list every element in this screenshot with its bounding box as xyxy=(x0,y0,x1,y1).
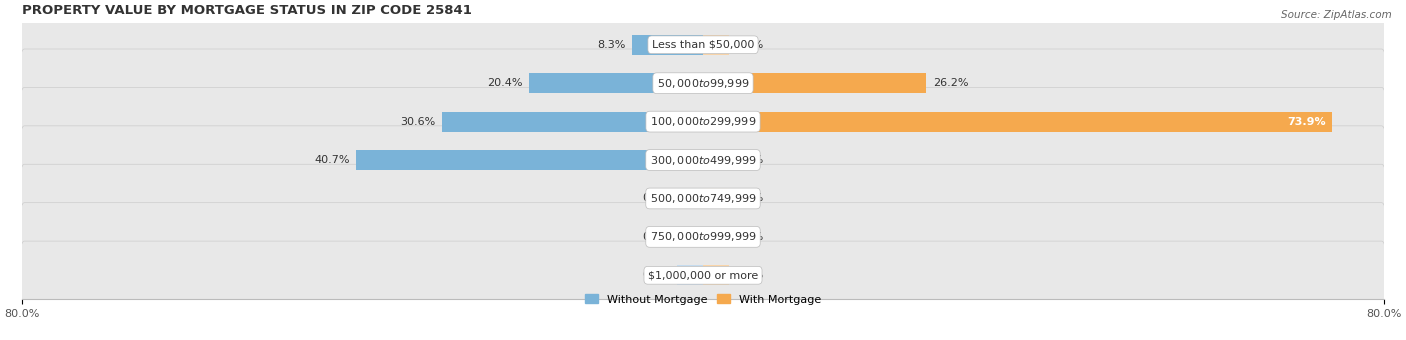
FancyBboxPatch shape xyxy=(20,49,1386,117)
Bar xyxy=(678,188,703,208)
Text: 20.4%: 20.4% xyxy=(486,78,523,88)
FancyBboxPatch shape xyxy=(20,241,1386,309)
Bar xyxy=(703,265,728,285)
Legend: Without Mortgage, With Mortgage: Without Mortgage, With Mortgage xyxy=(585,294,821,305)
Text: $50,000 to $99,999: $50,000 to $99,999 xyxy=(657,77,749,90)
FancyBboxPatch shape xyxy=(20,11,1386,79)
Text: 0.0%: 0.0% xyxy=(643,270,671,280)
Bar xyxy=(703,73,927,93)
Text: 40.7%: 40.7% xyxy=(314,155,350,165)
Bar xyxy=(678,227,703,247)
Bar xyxy=(529,73,703,93)
Text: 26.2%: 26.2% xyxy=(934,78,969,88)
FancyBboxPatch shape xyxy=(20,87,1386,156)
Text: 0.0%: 0.0% xyxy=(735,193,763,203)
Bar xyxy=(703,227,728,247)
Text: 0.0%: 0.0% xyxy=(735,40,763,50)
Text: $100,000 to $299,999: $100,000 to $299,999 xyxy=(650,115,756,128)
Bar xyxy=(703,188,728,208)
FancyBboxPatch shape xyxy=(20,164,1386,233)
Text: 73.9%: 73.9% xyxy=(1286,117,1326,126)
Text: $1,000,000 or more: $1,000,000 or more xyxy=(648,270,758,280)
Text: PROPERTY VALUE BY MORTGAGE STATUS IN ZIP CODE 25841: PROPERTY VALUE BY MORTGAGE STATUS IN ZIP… xyxy=(22,4,472,17)
Bar xyxy=(357,150,703,170)
Bar xyxy=(678,265,703,285)
Text: 0.0%: 0.0% xyxy=(735,232,763,242)
Bar xyxy=(703,150,728,170)
Bar xyxy=(633,35,703,55)
Text: $750,000 to $999,999: $750,000 to $999,999 xyxy=(650,231,756,243)
Text: $500,000 to $749,999: $500,000 to $749,999 xyxy=(650,192,756,205)
Text: 8.3%: 8.3% xyxy=(598,40,626,50)
Text: 0.0%: 0.0% xyxy=(735,155,763,165)
Text: 30.6%: 30.6% xyxy=(401,117,436,126)
FancyBboxPatch shape xyxy=(20,203,1386,271)
Text: 0.0%: 0.0% xyxy=(735,270,763,280)
Bar xyxy=(703,112,1333,132)
Text: 0.0%: 0.0% xyxy=(643,232,671,242)
Bar xyxy=(703,35,728,55)
Bar xyxy=(443,112,703,132)
Text: $300,000 to $499,999: $300,000 to $499,999 xyxy=(650,154,756,167)
FancyBboxPatch shape xyxy=(20,126,1386,194)
Text: 0.0%: 0.0% xyxy=(643,193,671,203)
Text: Source: ZipAtlas.com: Source: ZipAtlas.com xyxy=(1281,10,1392,20)
Text: Less than $50,000: Less than $50,000 xyxy=(652,40,754,50)
